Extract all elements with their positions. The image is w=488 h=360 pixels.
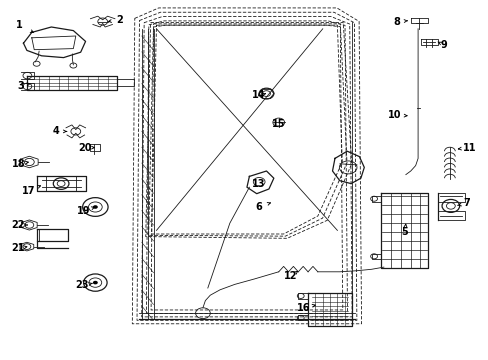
- Text: 20: 20: [78, 143, 91, 153]
- Text: 11: 11: [462, 143, 475, 153]
- Circle shape: [93, 205, 98, 209]
- Text: 16: 16: [297, 303, 310, 313]
- Text: 17: 17: [21, 186, 35, 196]
- Text: 21: 21: [11, 243, 24, 253]
- Text: 10: 10: [387, 110, 401, 120]
- Text: 15: 15: [271, 119, 285, 129]
- Text: 19: 19: [77, 206, 91, 216]
- Text: 12: 12: [284, 271, 297, 282]
- Circle shape: [93, 281, 98, 284]
- Text: 22: 22: [11, 220, 24, 230]
- Text: 4: 4: [53, 126, 60, 136]
- Text: 5: 5: [401, 227, 407, 237]
- Text: 8: 8: [393, 17, 400, 27]
- Text: 13: 13: [252, 179, 265, 189]
- Text: 23: 23: [75, 280, 89, 291]
- Text: 1: 1: [16, 20, 23, 30]
- Text: 14: 14: [251, 90, 264, 100]
- Text: 2: 2: [116, 15, 122, 25]
- Text: 6: 6: [255, 202, 262, 212]
- Text: 18: 18: [12, 159, 25, 169]
- Text: 3: 3: [17, 81, 24, 91]
- Text: 7: 7: [463, 198, 469, 208]
- Text: 9: 9: [440, 40, 447, 50]
